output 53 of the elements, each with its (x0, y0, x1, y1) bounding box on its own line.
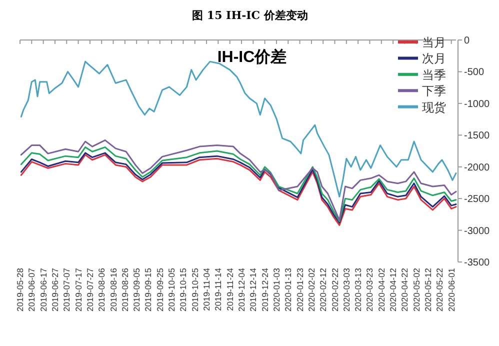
y-tick-label: 0 (464, 36, 470, 46)
x-tick-label: 2019-06-17 (38, 268, 48, 312)
x-tick-label: 2019-12-04 (236, 268, 246, 312)
x-tick-label: 2019-07-07 (62, 268, 72, 312)
legend-label: 现货 (422, 100, 446, 114)
x-tick-label: 2019-06-27 (50, 268, 60, 312)
x-tick-label: 2019-11-14 (213, 268, 224, 311)
x-tick-label: 2020-01-03 (271, 268, 282, 312)
legend-label: 当季 (422, 68, 446, 82)
x-tick-label: 2019-07-27 (84, 268, 95, 312)
x-tick-label: 2019-09-25 (154, 268, 165, 312)
x-tick-label: 2019-08-16 (108, 268, 118, 312)
legend-label: 当月 (422, 36, 446, 50)
x-tick-label: 2019-10-25 (190, 268, 200, 312)
x-tick-label: 2020-05-22 (434, 268, 445, 312)
y-tick-label: -2000 (464, 162, 490, 174)
x-tick-label: 2020-01-13 (283, 268, 294, 312)
x-tick-label: 2019-11-24 (224, 268, 235, 311)
y-tick-label: -3500 (464, 258, 490, 268)
y-tick-label: -1000 (464, 98, 490, 110)
x-tick-label: 2019-06-07 (26, 268, 37, 312)
x-tick-label: 2020-03-13 (353, 268, 364, 312)
x-tick-label: 2020-03-03 (341, 268, 352, 312)
x-tick-label: 2019-05-28 (15, 268, 25, 312)
x-tick-label: 2020-02-12 (318, 268, 328, 312)
x-tick-label: 2019-10-05 (166, 268, 177, 312)
y-tick-label: -500 (464, 67, 484, 78)
x-tick-label: 2019-08-06 (96, 268, 107, 312)
y-tick-label: -1500 (464, 130, 490, 142)
x-tick-label: 2020-04-12 (388, 268, 398, 312)
legend-label: 下季 (422, 84, 446, 98)
legend-label: 次月 (422, 52, 446, 66)
chart-title: 图 15 IH-IC 价差变动 (192, 9, 308, 22)
x-tick-label: 2019-12-14 (248, 268, 258, 312)
x-tick-label: 2019-07-17 (73, 268, 84, 312)
x-tick-label: 2020-05-02 (411, 268, 422, 312)
x-tick-label: 2019-10-15 (178, 268, 188, 312)
y-tick-label: -3000 (464, 226, 490, 237)
x-tick-label: 2019-11-04 (202, 268, 212, 311)
x-tick-label: 2019-09-05 (132, 268, 142, 312)
x-tick-label: 2019-09-15 (143, 268, 154, 312)
x-tick-label: 2019-08-26 (120, 268, 130, 312)
y-tick-label: -2500 (464, 194, 490, 206)
x-tick-label: 2020-06-01 (446, 268, 456, 312)
x-tick-label: 2020-04-02 (376, 268, 386, 312)
x-tick-label: 2020-02-22 (330, 268, 340, 312)
x-tick-label: 2020-01-23 (294, 268, 305, 312)
x-tick-label: 2020-02-02 (306, 268, 316, 312)
x-tick-label: 2020-03-23 (364, 268, 375, 312)
x-tick-label: 2020-05-12 (423, 268, 434, 312)
x-tick-label: 2019-12-24 (260, 268, 270, 312)
x-tick-label: 2020-04-22 (400, 268, 410, 312)
text: IH-IC价差 (217, 48, 287, 66)
